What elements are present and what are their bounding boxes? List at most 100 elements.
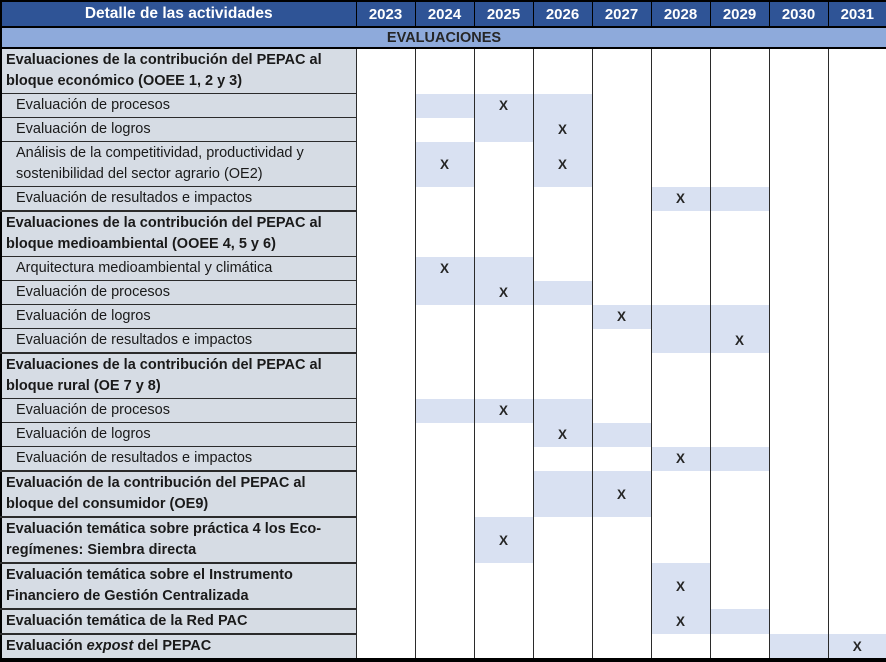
schedule-cell-2023 (355, 398, 416, 423)
schedule-cell-2025 (473, 353, 534, 399)
schedule-cell-2030 (768, 517, 829, 563)
schedule-cell-2029 (709, 211, 770, 257)
schedule-cell-2024 (414, 186, 475, 211)
schedule-cell-2029 (709, 304, 770, 329)
schedule-cell-2023 (355, 304, 416, 329)
schedule-cell-2029 (709, 563, 770, 609)
schedule-cell-2024 (414, 211, 475, 257)
x-mark: X (675, 191, 685, 207)
schedule-cell-2026 (532, 280, 593, 305)
schedule-cell-2023 (355, 609, 416, 634)
schedule-cell-2026 (532, 256, 593, 281)
x-mark: X (616, 309, 626, 324)
x-mark: X (675, 451, 685, 467)
activity-row: Evaluación de la contribución del PEPAC … (0, 470, 886, 518)
schedule-cell-2026 (532, 634, 593, 660)
schedule-cell-2024 (414, 304, 475, 329)
schedule-cell-2031 (827, 117, 886, 142)
schedule-cell-2031 (827, 141, 886, 187)
schedule-cell-2027 (591, 117, 652, 142)
activity-label: Evaluación de logros (0, 117, 357, 142)
activity-row: Evaluación de procesos X (0, 280, 886, 305)
schedule-cell-2026 (532, 48, 593, 94)
x-mark: X (439, 156, 449, 172)
schedule-cell-2027 (591, 422, 652, 447)
schedule-cell-2031 (827, 446, 886, 471)
schedule-cell-2023 (355, 634, 416, 660)
schedule-cell-2031 (827, 353, 886, 399)
schedule-cell-2030 (768, 256, 829, 281)
schedule-cell-2025 (473, 141, 534, 187)
schedule-cell-2026 (532, 609, 593, 634)
schedule-cell-2023 (355, 328, 416, 353)
schedule-cell-2027 (591, 328, 652, 353)
schedule-cell-2025: X (473, 517, 534, 563)
schedule-cell-2029 (709, 280, 770, 305)
schedule-cell-2025 (473, 446, 534, 471)
activity-row: Evaluación de logros X (0, 304, 886, 329)
schedule-cell-2023 (355, 93, 416, 118)
schedule-cell-2029 (709, 609, 770, 634)
schedule-cell-2025: X (473, 93, 534, 118)
schedule-cell-2024 (414, 93, 475, 118)
x-mark: X (498, 285, 508, 300)
schedule-cell-2031 (827, 398, 886, 423)
schedule-cell-2029 (709, 517, 770, 563)
schedule-cell-2029 (709, 117, 770, 142)
year-header-2029: 2029 (709, 0, 770, 28)
schedule-cell-2024 (414, 48, 475, 94)
schedule-cell-2031 (827, 48, 886, 94)
activity-row: Evaluación temática de la Red PAC X (0, 608, 886, 635)
schedule-cell-2031 (827, 256, 886, 281)
year-header-2026: 2026 (532, 0, 593, 28)
activity-row: Evaluación expost del PEPAC X (0, 633, 886, 661)
schedule-cell-2026: X (532, 141, 593, 187)
activity-row: Análisis de la competitividad, productiv… (0, 141, 886, 187)
schedule-cell-2031 (827, 609, 886, 634)
year-header-2030: 2030 (768, 0, 829, 28)
activity-label-segment: Evaluación (6, 638, 87, 654)
x-mark: X (498, 532, 508, 548)
schedule-cell-2029 (709, 256, 770, 281)
schedule-cell-2027 (591, 186, 652, 211)
schedule-cell-2028 (650, 398, 711, 423)
x-mark: X (675, 614, 685, 629)
schedule-cell-2029 (709, 93, 770, 118)
schedule-cell-2028 (650, 256, 711, 281)
schedule-cell-2025 (473, 634, 534, 660)
schedule-cell-2028 (650, 48, 711, 94)
schedule-cell-2025 (473, 256, 534, 281)
schedule-cell-2028 (650, 422, 711, 447)
schedule-cell-2027 (591, 256, 652, 281)
activity-row: Evaluación temática sobre práctica 4 los… (0, 516, 886, 564)
schedule-cell-2023 (355, 517, 416, 563)
schedule-cell-2030 (768, 563, 829, 609)
schedule-cell-2027 (591, 609, 652, 634)
schedule-cell-2029 (709, 422, 770, 447)
schedule-cell-2023 (355, 446, 416, 471)
activity-label-italic-segment: expost (86, 638, 134, 654)
schedule-cell-2028 (650, 141, 711, 187)
schedule-cell-2024: X (414, 141, 475, 187)
schedule-cell-2028 (650, 304, 711, 329)
activity-label: Evaluación de resultados e impactos (0, 446, 357, 472)
x-mark: X (557, 156, 567, 172)
schedule-cell-2030 (768, 186, 829, 211)
activity-row: Evaluaciones de la contribución del PEPA… (0, 352, 886, 399)
activity-row: Evaluación de resultados e impactos X (0, 186, 886, 212)
schedule-cell-2024 (414, 353, 475, 399)
schedule-cell-2030 (768, 280, 829, 305)
schedule-cell-2029 (709, 48, 770, 94)
schedule-cell-2024 (414, 634, 475, 660)
schedule-cell-2026 (532, 563, 593, 609)
schedule-cell-2028 (650, 634, 711, 660)
schedule-cell-2024 (414, 117, 475, 142)
year-header-2023: 2023 (355, 0, 416, 28)
x-mark: X (852, 638, 862, 654)
activity-label: Arquitectura medioambiental y climática (0, 256, 357, 281)
activity-label: Evaluación de la contribución del PEPAC … (0, 470, 357, 518)
schedule-cell-2027 (591, 141, 652, 187)
x-mark: X (498, 403, 508, 418)
schedule-cell-2026 (532, 304, 593, 329)
